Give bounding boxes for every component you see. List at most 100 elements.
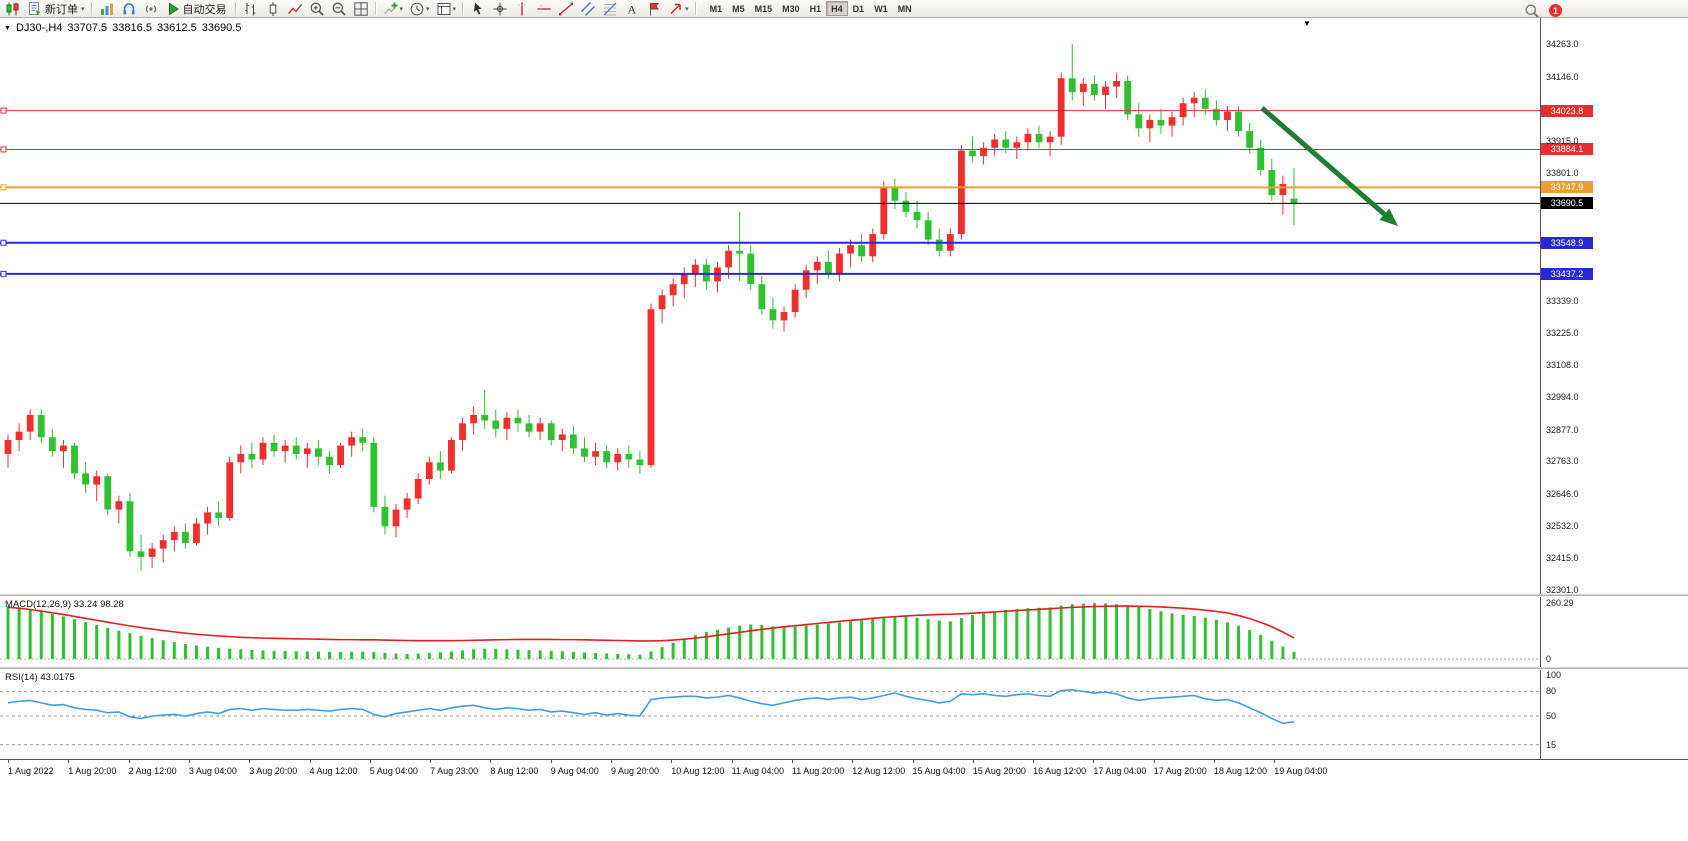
timeframe-h4-button[interactable]: H4: [826, 1, 848, 16]
candle-body: [281, 445, 289, 452]
candle-body: [148, 548, 156, 557]
level-handle[interactable]: [0, 239, 7, 246]
candle-body: [1190, 97, 1198, 104]
timeframe-m1-button[interactable]: M1: [709, 4, 723, 14]
line-chart-type-button[interactable]: [284, 0, 306, 17]
zoom-in-button[interactable]: [306, 0, 328, 17]
price-scale-label: 32415.0: [1546, 553, 1579, 564]
level-handle[interactable]: [0, 184, 7, 191]
rsi-line: [7, 688, 1295, 725]
collapse-icon[interactable]: ▼: [4, 24, 11, 32]
candle-body: [514, 417, 522, 424]
zoomout-icon: [331, 1, 347, 17]
macd-panel-canvas[interactable]: [0, 597, 1688, 667]
time-axis-tick: [912, 760, 914, 763]
time-axis-label: 5 Aug 04:00: [369, 766, 418, 776]
candle-body: [215, 512, 223, 518]
indicators-button[interactable]: ▾: [380, 0, 407, 17]
time-axis-label: 1 Aug 20:00: [68, 766, 117, 776]
search-button[interactable]: [1521, 2, 1543, 19]
fibonacci-button[interactable]: [599, 0, 621, 17]
timeframe-h1-button[interactable]: H1: [809, 4, 822, 14]
dropdown-caret-icon: ▾: [81, 5, 85, 13]
price-chart-canvas[interactable]: [0, 18, 1688, 594]
candle-body: [1091, 83, 1098, 95]
svg-text:A: A: [628, 2, 637, 16]
price-scale[interactable]: 34023.8 33884.1 33747.9 33690.5 33548.9 33437…: [1540, 18, 1688, 759]
rsi-name: RSI(14): [5, 672, 38, 683]
vertical-line-button[interactable]: [511, 0, 533, 17]
notification-badge[interactable]: 1: [1549, 4, 1562, 17]
panel-splitter[interactable]: [0, 594, 1688, 597]
chart-window-button[interactable]: [2, 0, 24, 17]
trendline-button[interactable]: [555, 0, 577, 17]
arrows-button[interactable]: ▾: [665, 0, 692, 17]
timeframe-d1-button[interactable]: D1: [852, 4, 865, 14]
time-axis-tick: [1214, 760, 1215, 763]
time-axis-tick: [369, 760, 371, 763]
cursor-button[interactable]: [467, 0, 489, 17]
time-axis-label: 18 Aug 12:00: [1214, 766, 1268, 776]
candle-body: [370, 442, 378, 507]
candle-body: [802, 270, 810, 290]
candle-body: [170, 531, 178, 541]
dropdown-caret-icon: ▾: [452, 5, 457, 13]
toolbar-separator: [234, 2, 237, 15]
timeframe-w1-button[interactable]: W1: [874, 4, 888, 14]
timeframe-mn-button[interactable]: MN: [897, 4, 912, 14]
bar-chart-type-button[interactable]: [240, 0, 262, 17]
autotrading-button[interactable]: 自动交易: [162, 0, 232, 17]
price-tag-33690.5: 33690.5: [1541, 197, 1593, 210]
candle-body: [82, 473, 90, 485]
panel-splitter[interactable]: [0, 667, 1688, 670]
price-scale-label: 33225.0: [1546, 327, 1579, 338]
level-handle[interactable]: [0, 270, 7, 277]
level-handle[interactable]: [0, 107, 7, 114]
periods-button[interactable]: ▾: [406, 0, 433, 17]
new-order-button-label: 新订单: [45, 3, 78, 16]
new-order-button[interactable]: 新订单 ▾: [24, 0, 88, 17]
candle-body: [359, 437, 367, 443]
time-axis[interactable]: 1 Aug 2022 1 Aug 20:00 2 Aug 12:00 3 Aug 04…: [0, 760, 1688, 784]
rsi-panel-canvas[interactable]: [0, 670, 1688, 759]
market-watch-button[interactable]: [96, 0, 118, 17]
candle-body: [181, 531, 189, 543]
time-axis-tick: [309, 760, 311, 763]
toolbar-separator: [694, 2, 697, 15]
timeframe-m15-button[interactable]: M15: [754, 4, 773, 14]
chart-shift-marker-icon[interactable]: ▼: [1303, 19, 1311, 28]
candle-body: [769, 309, 777, 321]
candles-icon: [5, 1, 21, 17]
candle-body: [1113, 81, 1120, 87]
candle-body: [1212, 108, 1220, 120]
headset-icon: [121, 1, 137, 17]
tile-windows-button[interactable]: [350, 0, 372, 17]
candle-body: [913, 211, 921, 221]
candle-chart-type-button[interactable]: [262, 0, 284, 17]
candle-body: [836, 253, 843, 274]
templates-button[interactable]: ▾: [433, 0, 460, 17]
candle-body: [448, 440, 455, 471]
symbol-period-label: DJ30-,H4: [15, 22, 63, 34]
level-handle[interactable]: [0, 146, 7, 153]
time-axis-tick: [249, 760, 251, 763]
trend-arrow-annotation[interactable]: [1260, 106, 1387, 217]
signals-button[interactable]: [140, 0, 162, 17]
timeframe-m5-button[interactable]: M5: [732, 4, 745, 14]
webinar-button[interactable]: [118, 0, 140, 17]
pointer-icon: [470, 1, 486, 17]
text-button[interactable]: A: [621, 0, 643, 17]
crosshair-button[interactable]: [489, 0, 511, 17]
zoom-out-button[interactable]: [328, 0, 350, 17]
timeframe-m30-button[interactable]: M30: [782, 4, 800, 14]
time-axis-tick: [972, 760, 974, 763]
macd-scale-max-label: 260.29: [1546, 597, 1574, 608]
time-axis-label: 10 Aug 12:00: [671, 766, 725, 776]
channel-button[interactable]: [577, 0, 599, 17]
horizontal-line-button[interactable]: [533, 0, 555, 17]
candle-icon: [265, 1, 281, 17]
candle-body: [1079, 83, 1087, 93]
close-value: 33690.5: [201, 22, 242, 34]
text-label-button[interactable]: [643, 0, 665, 17]
macd-main-value: 33.24: [73, 599, 98, 610]
